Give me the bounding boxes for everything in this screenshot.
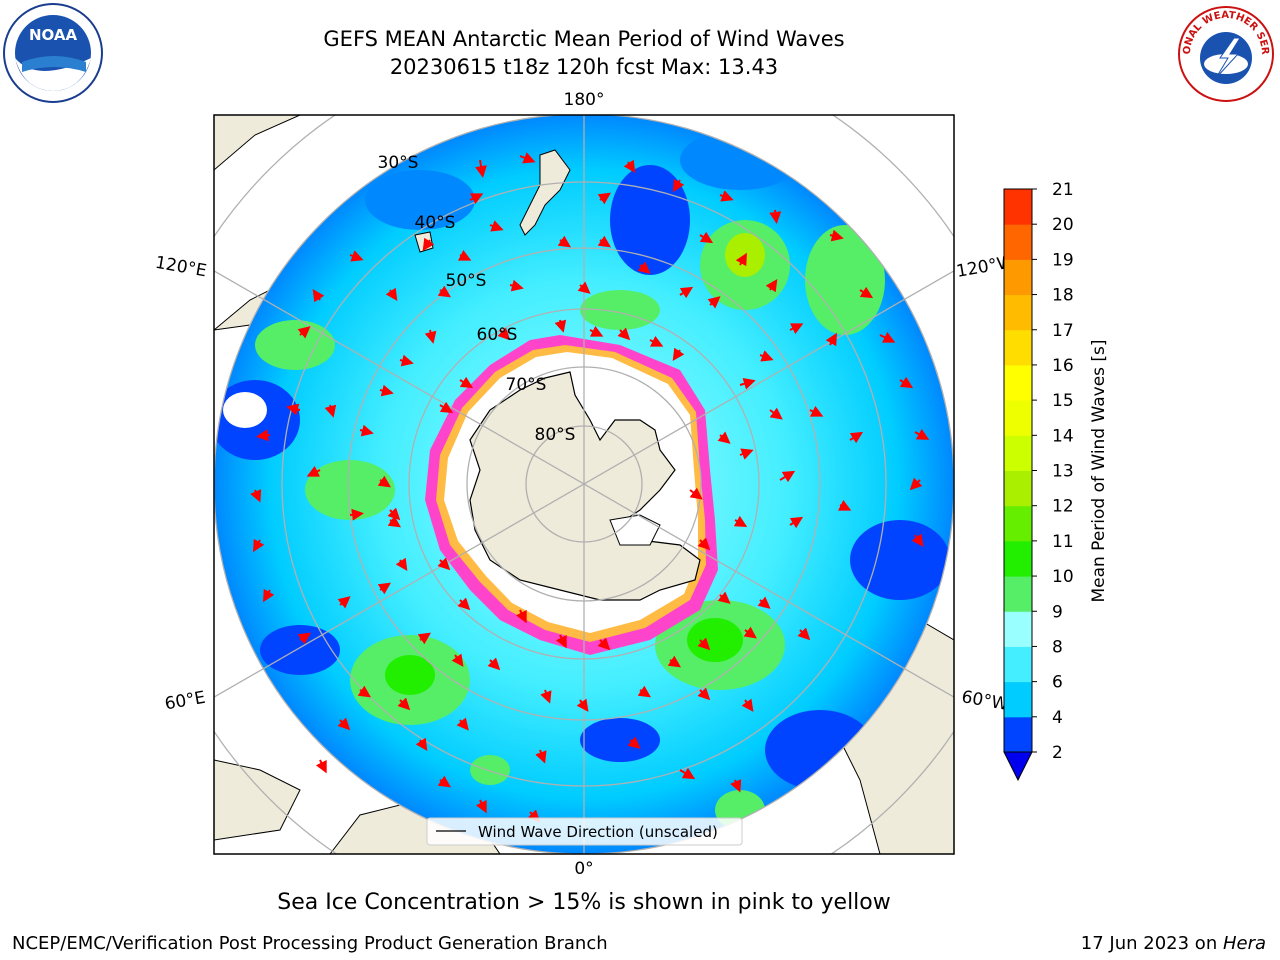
map-content	[214, 115, 954, 854]
lon-label-60e: 60°E	[163, 688, 207, 715]
ice-shelf-ross	[609, 514, 661, 546]
colorbar-tick-label: 4	[1052, 708, 1063, 728]
colorbar-segment	[1004, 329, 1032, 366]
colorbar-segment	[1004, 259, 1032, 296]
colorbar-tick-label: 12	[1052, 497, 1074, 517]
lat-label-30s: 30°S	[378, 153, 419, 173]
colorbar-tick-label: 14	[1052, 426, 1074, 446]
colorbar-segment	[1004, 400, 1032, 436]
colorbar: 2 4 6 8 9 10 11 12 13 14 15 16 17 18 19 20 21	[1003, 180, 1074, 782]
colorbar-segment	[1004, 435, 1032, 471]
colorbar-tick-label: 18	[1052, 286, 1074, 306]
nws-logo: NATIONAL WEATHER SERVICE	[1172, 0, 1276, 108]
colorbar-tick-label: 17	[1052, 321, 1074, 341]
land-new-zealand	[519, 149, 571, 236]
land-madagascar	[214, 759, 301, 841]
colorbar-tick-label: 6	[1052, 673, 1063, 693]
map-subtitle: 20230615 t18z 120h fcst Max: 13.43	[389, 55, 779, 79]
colorbar-tick-label: 13	[1052, 462, 1074, 482]
lat-label-50s: 50°S	[446, 271, 487, 291]
noaa-logo-text: NOAA	[29, 26, 78, 44]
lon-label-120e: 120°E	[154, 253, 208, 282]
lon-label-180: 180°	[564, 90, 605, 110]
noaa-logo: NOAA	[2, 2, 104, 108]
legend-text: Wind Wave Direction (unscaled)	[478, 823, 718, 841]
caption: Sea Ice Concentration > 15% is shown in …	[277, 890, 891, 915]
colorbar-segment	[1004, 646, 1032, 683]
lat-label-70s: 70°S	[506, 375, 547, 395]
colorbar-tick-label: 15	[1052, 391, 1074, 411]
colorbar-segment	[1004, 611, 1032, 647]
colorbar-segment	[1004, 505, 1032, 542]
colorbar-segment	[1004, 470, 1032, 507]
footer-credit: NCEP/EMC/Verification Post Processing Pr…	[12, 933, 608, 954]
colorbar-tick-label: 8	[1052, 637, 1063, 657]
land-australia-top	[214, 115, 301, 171]
colorbar-segment	[1004, 364, 1032, 401]
colorbar-tick-label: 11	[1052, 532, 1074, 552]
colorbar-segment	[1004, 576, 1032, 612]
axes-frame	[213, 114, 955, 855]
colorbar-segment	[1004, 189, 1032, 225]
map-legend: Wind Wave Direction (unscaled)	[426, 817, 743, 846]
footer-host: Hera	[1222, 933, 1266, 954]
colorbar-tick-label: 19	[1052, 250, 1074, 270]
colorbar-tick-label: 9	[1052, 602, 1063, 622]
colorbar-segment	[1004, 224, 1032, 260]
colorbar-segment	[1004, 294, 1032, 331]
colorbar-tick-label: 20	[1052, 215, 1074, 235]
colorbar-label: Mean Period of Wind Waves [s]	[1089, 339, 1109, 602]
colorbar-tick-label: 21	[1052, 180, 1074, 200]
colorbar-segment	[1004, 716, 1032, 753]
colorbar-tick-label: 10	[1052, 567, 1074, 587]
lat-label-60s: 60°S	[477, 325, 518, 345]
map-title: GEFS MEAN Antarctic Mean Period of Wind …	[323, 27, 845, 51]
graticule	[214, 115, 954, 854]
wind-wave-arrows	[250, 152, 930, 823]
colorbar-tick-label: 2	[1052, 743, 1063, 763]
colorbar-extend-min	[1003, 751, 1033, 782]
lat-label-80s: 80°S	[535, 425, 576, 445]
footer-date: 17 Jun 2023 on Hera	[1081, 933, 1266, 954]
lon-label-60w: 60°W	[960, 687, 1010, 715]
lat-label-40s: 40°S	[415, 213, 456, 233]
colorbar-segment	[1004, 540, 1032, 577]
colorbar-segment	[1004, 681, 1032, 718]
footer-date-text: 17 Jun 2023 on	[1080, 933, 1223, 954]
colorbar-tick-label: 16	[1052, 356, 1074, 376]
lon-label-0: 0°	[574, 859, 593, 879]
